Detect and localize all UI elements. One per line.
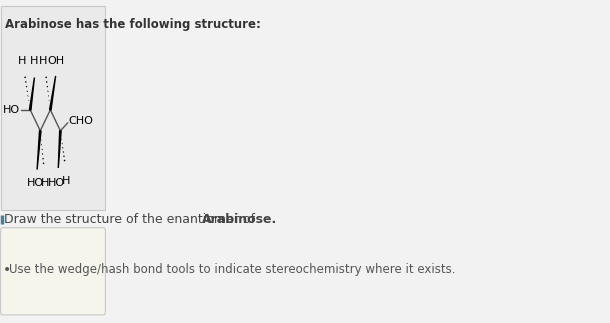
- Text: Use the wedge/hash bond tools to indicate stereochemistry where it exists.: Use the wedge/hash bond tools to indicat…: [9, 263, 456, 276]
- Text: HO: HO: [27, 178, 44, 188]
- Polygon shape: [59, 130, 61, 168]
- Text: H: H: [62, 176, 70, 186]
- Text: •: •: [3, 263, 11, 277]
- Text: H: H: [41, 178, 49, 188]
- Text: Arabinose.: Arabinose.: [202, 213, 278, 226]
- Text: HO: HO: [48, 178, 65, 188]
- Text: H: H: [18, 56, 26, 66]
- FancyBboxPatch shape: [1, 228, 106, 315]
- Text: Arabinose has the following structure:: Arabinose has the following structure:: [5, 18, 261, 31]
- Text: HO: HO: [3, 105, 20, 115]
- FancyBboxPatch shape: [1, 6, 105, 210]
- Polygon shape: [29, 78, 34, 110]
- Text: CHO: CHO: [68, 116, 93, 126]
- Polygon shape: [37, 130, 41, 170]
- Text: H: H: [30, 56, 38, 66]
- Text: OH: OH: [47, 56, 64, 66]
- Text: Draw the structure of the enantiomer of: Draw the structure of the enantiomer of: [4, 213, 259, 226]
- Polygon shape: [49, 76, 56, 110]
- Text: H: H: [39, 56, 48, 66]
